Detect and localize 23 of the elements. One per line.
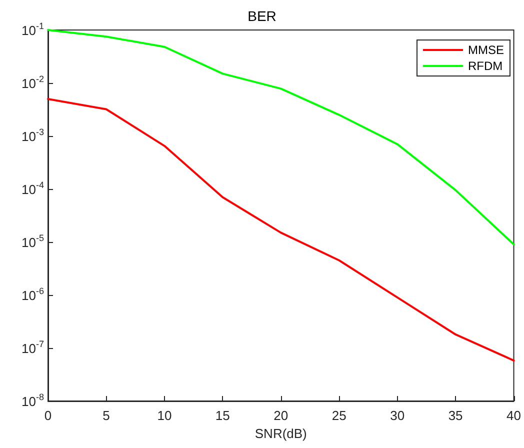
y-tick-label: 10$^{-4}$ [22, 180, 44, 197]
y-tick-label: 10$^{-5}$ [22, 233, 44, 250]
x-tick-label: 30 [390, 408, 405, 423]
x-tick-label: 15 [215, 408, 230, 423]
legend-label: MMSE [468, 43, 504, 57]
x-tick-label: 35 [448, 408, 463, 423]
y-tick-label: 10$^{-6}$ [22, 286, 44, 303]
x-tick-label: 20 [274, 408, 288, 423]
line-series [47, 29, 515, 246]
y-tick-label: 10$^{-7}$ [22, 339, 44, 356]
y-tick-label: 10$^{-1}$ [22, 21, 44, 38]
y-tick-label: 10$^{-3}$ [22, 127, 44, 144]
y-tick-label: 10$^{-8}$ [22, 392, 44, 409]
x-tick-label: 40 [506, 408, 522, 423]
x-tick-label: 10 [157, 408, 172, 423]
x-tick-label: 0 [44, 408, 52, 423]
y-tick-label: 10$^{-2}$ [22, 74, 44, 91]
x-tick-label: 5 [102, 408, 110, 423]
x-axis-title: SNR(dB) [254, 426, 307, 441]
x-tick-label: 25 [332, 408, 346, 423]
legend-label: RFDM [468, 59, 503, 73]
chart-title: BER [248, 8, 276, 24]
line-series [47, 98, 515, 362]
